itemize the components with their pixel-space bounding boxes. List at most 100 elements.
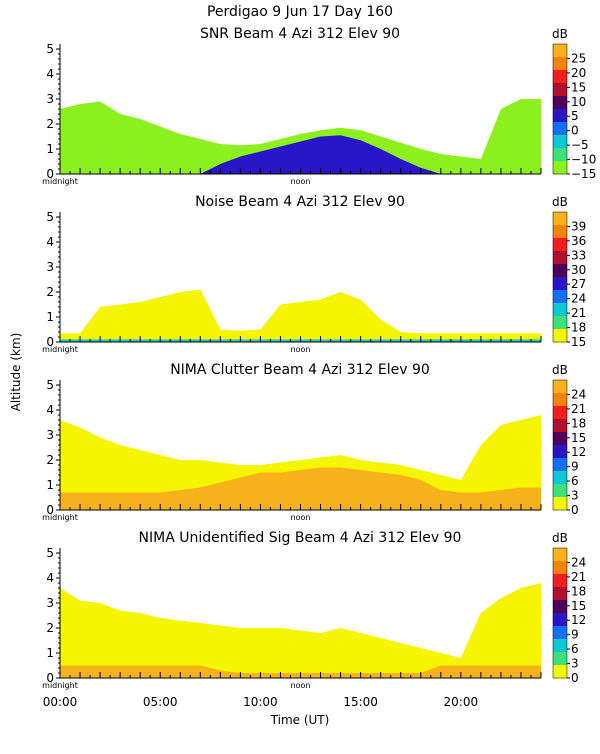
midnight-label: midnight — [42, 345, 78, 354]
colorbar-tick-label: 21 — [571, 306, 586, 320]
colorbar-tick-label: 33 — [571, 248, 586, 262]
y-tick-label: 4 — [46, 67, 54, 81]
colorbar-tick-label: 5 — [571, 109, 579, 123]
colorbar-swatch — [553, 484, 567, 498]
colorbar-swatch — [553, 329, 567, 343]
midnight-label: midnight — [42, 513, 78, 522]
colorbar-tick-label: 18 — [571, 584, 586, 598]
x-tick-label: 20:00 — [444, 695, 479, 709]
colorbar-swatch — [553, 57, 567, 71]
x-tick-label: 10:00 — [243, 695, 278, 709]
y-tick-label: 2 — [46, 285, 54, 299]
colorbar-tick-label: 18 — [571, 416, 586, 430]
colorbar-swatch — [553, 419, 567, 433]
colorbar-tick-label: 3 — [571, 657, 579, 671]
colorbar-swatch — [553, 652, 567, 666]
echo-field — [60, 583, 541, 678]
colorbar-tick-label: 15 — [571, 599, 586, 613]
y-tick-label: 5 — [46, 378, 54, 392]
colorbar-frame — [552, 379, 568, 511]
figure-header: Perdigao 9 Jun 17 Day 160 — [207, 4, 393, 20]
echo-field — [60, 289, 541, 342]
y-tick-label: 4 — [46, 403, 54, 417]
y-tick-label: 3 — [46, 260, 54, 274]
colorbar-swatch — [553, 471, 567, 485]
panel-1: SNR Beam 4 Azi 312 Elev 90 0 1 2 3 4 5 midnight… — [42, 26, 596, 186]
colorbar-tick-label: 0 — [571, 124, 579, 138]
colorbar-swatch — [553, 109, 567, 123]
panel-title: SNR Beam 4 Azi 312 Elev 90 — [200, 26, 400, 42]
y-tick-label: 0 — [46, 503, 54, 517]
y-tick-label: 1 — [46, 142, 54, 156]
colorbar-swatch — [553, 225, 567, 239]
y-tick-label: 5 — [46, 42, 54, 56]
colorbar-tick-label: 6 — [571, 474, 579, 488]
colorbar-tick-label: −15 — [571, 167, 596, 181]
y-tick-label: 2 — [46, 621, 54, 635]
colorbar-swatch — [553, 600, 567, 614]
y-tick-label: 0 — [46, 167, 54, 181]
colorbar-unit: dB — [552, 27, 568, 41]
colorbar-swatch — [553, 135, 567, 149]
x-tick-label: 15:00 — [343, 695, 378, 709]
colorbar-swatch — [553, 561, 567, 575]
colorbar-swatch — [553, 393, 567, 407]
colorbar-frame — [552, 43, 568, 175]
y-tick-label: 3 — [46, 596, 54, 610]
echo-field — [60, 99, 541, 174]
colorbar-swatch — [553, 251, 567, 265]
colorbar-swatch — [553, 277, 567, 291]
colorbar-swatch — [553, 497, 567, 511]
y-tick-label: 2 — [46, 453, 54, 467]
panel-2: Noise Beam 4 Azi 312 Elev 90 0 1 2 3 4 5 midnig… — [42, 194, 586, 354]
colorbar-unit: dB — [552, 363, 568, 377]
y-tick-label: 1 — [46, 478, 54, 492]
echo-core — [60, 467, 541, 510]
colorbar-unit: dB — [552, 195, 568, 209]
x-tick-label: 05:00 — [143, 695, 178, 709]
colorbar-tick-label: 9 — [571, 460, 579, 474]
colorbar-tick-label: 18 — [571, 321, 586, 335]
colorbar-tick-label: 20 — [571, 66, 586, 80]
panel-title: NIMA Clutter Beam 4 Azi 312 Elev 90 — [170, 362, 430, 378]
colorbar-tick-label: 24 — [571, 387, 586, 401]
x-axis-label: Time (UT) — [270, 713, 330, 727]
noon-label: noon — [291, 177, 311, 186]
midnight-label: midnight — [42, 681, 78, 690]
panel-title: NIMA Unidentified Sig Beam 4 Azi 312 Ele… — [139, 530, 462, 546]
colorbar-swatch — [553, 96, 567, 110]
colorbar-tick-label: 36 — [571, 234, 586, 248]
colorbar-swatch — [553, 432, 567, 446]
colorbar-swatch — [553, 161, 567, 175]
colorbar-tick-label: 12 — [571, 445, 586, 459]
y-axis-label: Altitude (km) — [9, 333, 23, 412]
colorbar-tick-label: 24 — [571, 555, 586, 569]
colorbar-swatch — [553, 445, 567, 459]
colorbar-tick-label: 15 — [571, 431, 586, 445]
x-tick-label: 00:00 — [43, 695, 78, 709]
colorbar-tick-label: 0 — [571, 503, 579, 517]
y-tick-label: 0 — [46, 335, 54, 349]
colorbar-tick-label: −10 — [571, 153, 596, 167]
y-tick-label: 2 — [46, 117, 54, 131]
colorbar-frame — [552, 211, 568, 343]
colorbar-tick-label: 27 — [571, 277, 586, 291]
colorbar-swatch — [553, 238, 567, 252]
colorbar-tick-label: 6 — [571, 642, 579, 656]
colorbar-swatch — [553, 626, 567, 640]
colorbar-tick-label: 3 — [571, 489, 579, 503]
y-tick-label: 1 — [46, 310, 54, 324]
colorbar-swatch — [553, 613, 567, 627]
colorbar-tick-label: −5 — [571, 138, 589, 152]
colorbar-swatch — [553, 458, 567, 472]
colorbar-tick-label: 21 — [571, 402, 586, 416]
noon-label: noon — [291, 681, 311, 690]
colorbar-swatch — [553, 574, 567, 588]
y-tick-label: 1 — [46, 646, 54, 660]
y-tick-label: 3 — [46, 92, 54, 106]
colorbar-tick-label: 9 — [571, 628, 579, 642]
y-tick-label: 3 — [46, 428, 54, 442]
y-tick-label: 5 — [46, 546, 54, 560]
colorbar-swatch — [553, 83, 567, 97]
